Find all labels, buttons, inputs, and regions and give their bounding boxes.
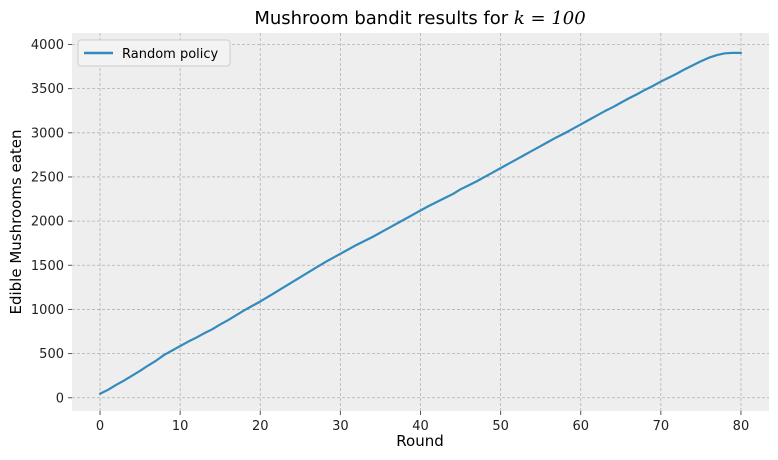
x-tick-label: 30 bbox=[332, 419, 349, 434]
legend-box bbox=[77, 39, 231, 67]
y-tick-label: 2500 bbox=[31, 170, 64, 185]
series-line-0 bbox=[98, 51, 743, 395]
line-layer bbox=[98, 51, 743, 395]
legend: Random policy bbox=[77, 39, 231, 67]
x-tick-label: 20 bbox=[252, 419, 269, 434]
y-tick-label: 2000 bbox=[31, 215, 64, 230]
x-tick-label: 10 bbox=[172, 419, 189, 434]
x-tick-label: 80 bbox=[733, 419, 750, 434]
x-tick-label: 40 bbox=[412, 419, 429, 434]
grid bbox=[72, 33, 769, 411]
chart-title: Mushroom bandit results for k = 100 bbox=[254, 8, 585, 29]
x-tick-label: 60 bbox=[572, 419, 589, 434]
y-tick-label: 3000 bbox=[31, 126, 64, 141]
y-tick-label: 1500 bbox=[31, 259, 64, 274]
x-tick-label: 70 bbox=[653, 419, 670, 434]
legend-label: Random policy bbox=[122, 47, 219, 62]
x-axis-label: Round bbox=[396, 432, 443, 450]
y-tick-label: 4000 bbox=[31, 38, 64, 53]
ticks: 0 10 20 30 40 50 60 70 80 0 500 1000 1500 2000 2500 300… bbox=[31, 38, 749, 434]
y-tick-label: 500 bbox=[39, 347, 64, 362]
y-tick-label: 3500 bbox=[31, 82, 64, 97]
y-tick-label: 1000 bbox=[31, 303, 64, 318]
y-tick-label: 0 bbox=[56, 391, 64, 406]
x-tick-label: 50 bbox=[492, 419, 509, 434]
x-tick-label: 0 bbox=[96, 419, 104, 434]
y-axis-label: Edible Mushrooms eaten bbox=[7, 129, 25, 314]
